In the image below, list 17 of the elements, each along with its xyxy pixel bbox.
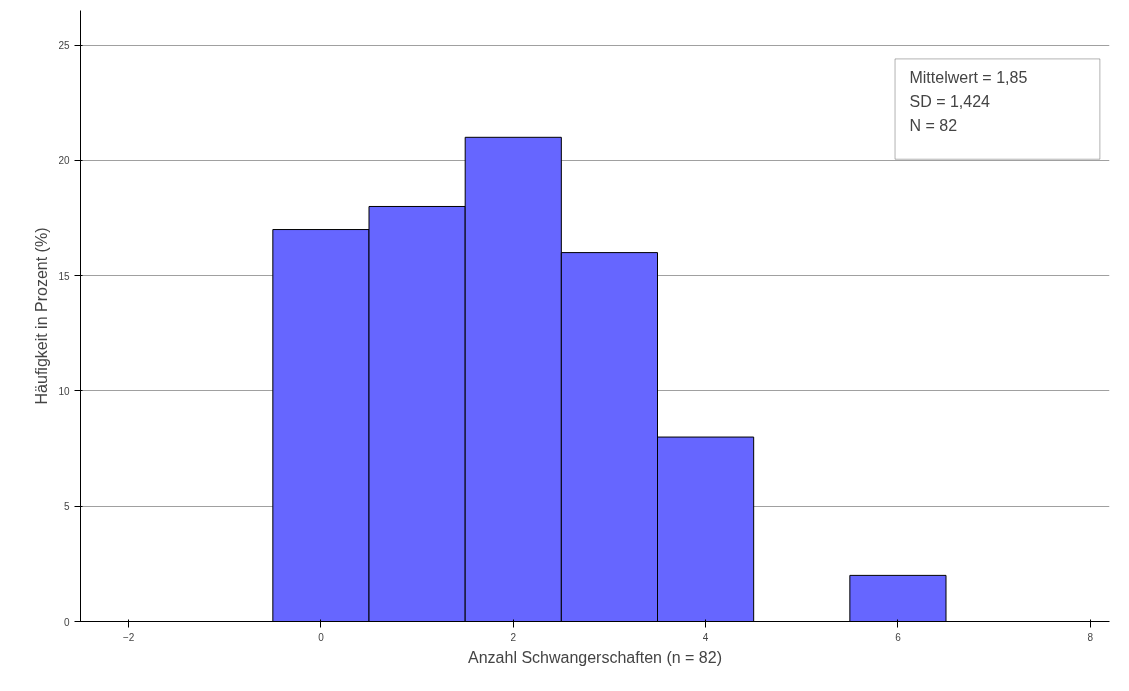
y-tick-label: 10 — [58, 385, 70, 397]
y-tick-label: 25 — [58, 40, 70, 52]
annotation: SD = 1,424 — [909, 93, 991, 111]
annotation: Mittelwert = 1,85 — [909, 68, 1028, 86]
x-tick-label: 6 — [895, 631, 902, 643]
annotation: N = 82 — [909, 117, 958, 135]
y-tick-label: 15 — [58, 270, 70, 282]
y-axis-title: Häufigkeit in Prozent (%) — [33, 227, 51, 405]
x-tick-label: 8 — [1087, 631, 1094, 643]
x-tick-label: 4 — [702, 631, 709, 643]
x-axis-title: Anzahl Schwangerschaften (n = 82) — [468, 648, 722, 666]
x-tick-label: 0 — [318, 631, 325, 643]
y-tick-label: 5 — [63, 501, 70, 513]
x-tick-label: 2 — [510, 631, 517, 643]
y-tick-label: 20 — [58, 155, 70, 167]
x-tick-label: −2 — [122, 631, 135, 643]
y-tick-label: 0 — [63, 616, 70, 628]
